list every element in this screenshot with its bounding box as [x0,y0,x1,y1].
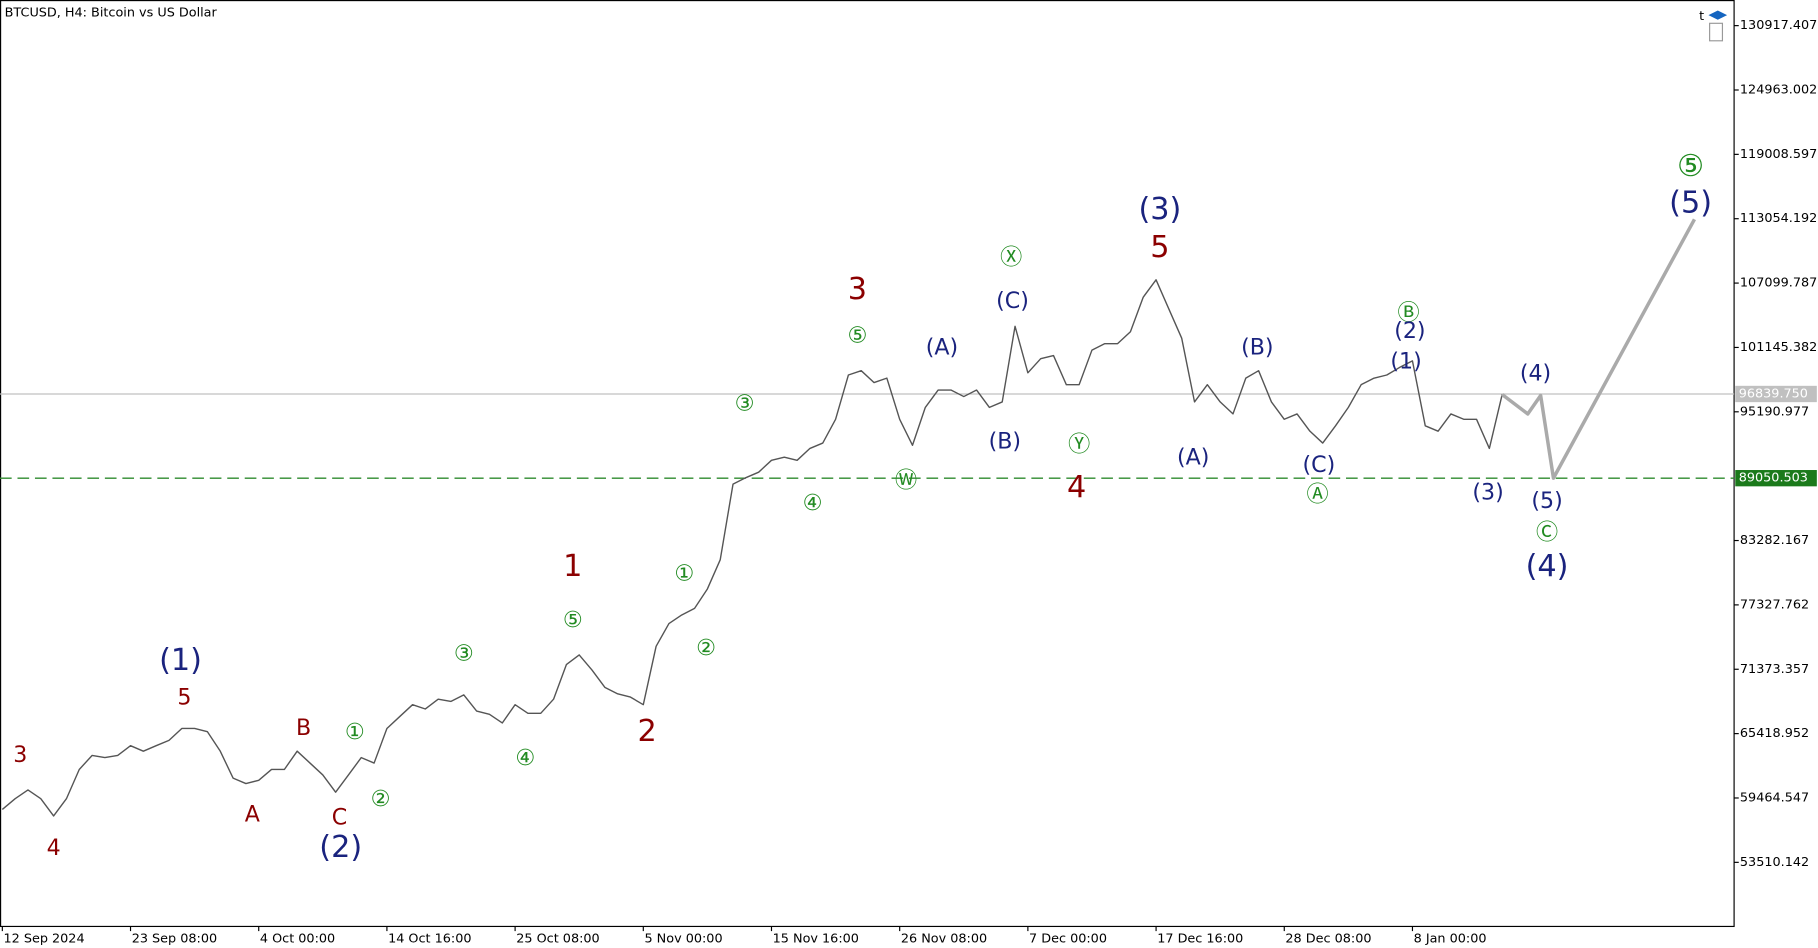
wave-label: ② [371,786,391,812]
wave-label: 5 [177,685,191,711]
toolbar-text[interactable]: t [1699,9,1704,24]
y-tick-label: 113054.192 [1740,211,1817,226]
wave-label: ③ [735,391,755,417]
wave-label: ⑤ [563,607,583,633]
wave-label: ④ [803,490,823,516]
wave-label: (2) [1394,318,1425,344]
wave-label: (3) [1138,192,1181,227]
y-tick-label: 124963.002 [1740,82,1817,97]
x-tick-label: 8 Jan 00:00 [1414,932,1487,947]
wave-label: Ⓨ [1068,432,1090,458]
price-line [1,279,1503,817]
wave-label: ⑤ [1677,149,1704,184]
wave-label: (5) [1669,186,1712,221]
wave-label: (4) [1520,360,1551,386]
toolbar-icon[interactable] [1708,10,1728,42]
wave-label: C [332,805,347,831]
x-tick-label: 23 Sep 08:00 [132,932,217,947]
current-price-box [1735,385,1817,403]
y-tick-label: 130917.407 [1740,18,1817,33]
wave-label: 3 [848,272,867,307]
wave-label: 4 [1067,470,1086,505]
level-label: 89050.503 [1739,471,1808,486]
icon-shape [1709,22,1724,42]
wave-label: ② [696,635,716,661]
wave-label: (C) [996,288,1029,314]
wave-label: (A) [926,334,958,360]
x-tick-label: 5 Nov 00:00 [644,932,722,947]
plot-frame [0,0,1735,928]
y-tick-label: 95190.977 [1740,404,1809,419]
wave-label: (1) [1390,348,1421,374]
wave-label: ⑤ [847,323,867,349]
wave-label: Ⓧ [1000,245,1022,271]
wave-label: B [296,715,311,741]
projection-line [1501,218,1697,480]
wave-label: ① [674,560,694,586]
x-tick-label: 14 Oct 16:00 [388,932,471,947]
y-tick-label: 101145.382 [1740,340,1817,355]
wave-label: (B) [1241,334,1273,360]
wave-label: (1) [159,643,202,678]
y-tick-label: 71373.357 [1740,662,1809,677]
wave-label: 3 [13,742,27,768]
y-tick-label: 107099.787 [1740,276,1817,291]
y-tick-label: 65418.952 [1740,726,1809,741]
y-tick-label: 77327.762 [1740,597,1809,612]
wave-label: ④ [515,745,535,771]
y-tick-label: 119008.597 [1740,147,1817,162]
wave-label: A [245,801,260,827]
y-tick-label: 53510.142 [1740,855,1809,870]
level-box [1735,470,1817,487]
wave-label: (4) [1526,549,1569,584]
wave-label: Ⓦ [895,467,917,493]
x-tick-label: 12 Sep 2024 [3,932,84,947]
wave-label: Ⓑ [1398,300,1420,326]
wave-label: ③ [454,640,474,666]
y-tick-label: 59464.547 [1740,790,1809,805]
wave-label: (A) [1177,445,1209,471]
wave-label: Ⓐ [1307,481,1329,507]
wave-label: (2) [319,830,362,865]
current-price-label: 96839.750 [1739,386,1808,401]
wave-label: (3) [1472,479,1503,505]
x-tick-label: 25 Oct 08:00 [516,932,599,947]
x-tick-label: 17 Dec 16:00 [1157,932,1243,947]
wave-label: 4 [47,835,61,861]
x-tick-label: 26 Nov 08:00 [901,932,987,947]
chart-title: BTCUSD, H4: Bitcoin vs US Dollar [5,5,218,20]
icon-shape [1708,10,1728,20]
wave-label: (C) [1303,452,1336,478]
y-tick-label: 83282.167 [1740,533,1809,548]
wave-label: 1 [563,549,582,584]
wave-label: 5 [1150,230,1169,265]
x-tick-label: 7 Dec 00:00 [1029,932,1107,947]
x-tick-label: 15 Nov 16:00 [773,932,859,947]
wave-label: (B) [989,428,1021,454]
wave-label: ① [345,719,365,745]
wave-label: (5) [1531,488,1562,514]
x-tick-label: 4 Oct 00:00 [260,932,335,947]
wave-label: Ⓒ [1536,519,1558,545]
x-tick-label: 28 Dec 08:00 [1285,932,1371,947]
wave-label: 2 [638,714,657,749]
